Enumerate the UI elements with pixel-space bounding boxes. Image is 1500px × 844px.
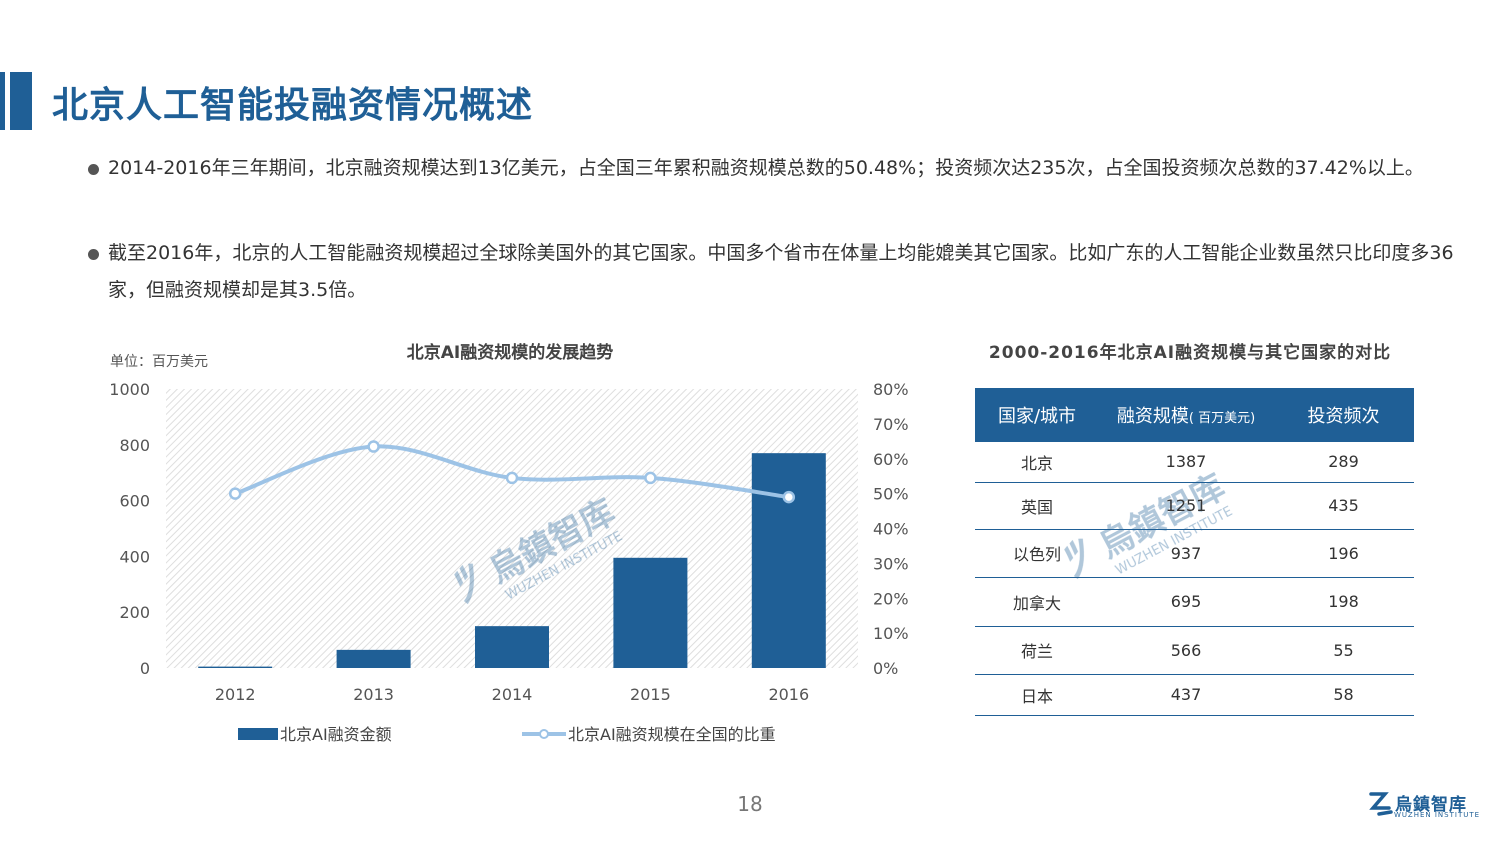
y-right-tick-label: 10% xyxy=(873,624,909,643)
header-financing-label: 融资规模 xyxy=(1116,406,1189,427)
table-header-row: 国家/城市 融资规模( 百万美元) 投资频次 xyxy=(975,388,1414,442)
footer-logo-icon xyxy=(1369,792,1393,816)
cell-frequency: 58 xyxy=(1273,674,1414,716)
bar xyxy=(336,649,411,668)
header-frequency: 投资频次 xyxy=(1273,388,1414,442)
cell-frequency: 196 xyxy=(1273,529,1414,578)
legend-bar-label: 北京AI融资金额 xyxy=(280,725,392,744)
table-row: 加拿大 695 198 xyxy=(975,577,1414,627)
legend-line-marker xyxy=(539,729,549,739)
cell-financing: 1251 xyxy=(1099,482,1273,530)
bullet-dot-icon xyxy=(88,164,99,175)
table-row: 英国 1251 435 xyxy=(975,482,1414,530)
bullet-text-2: 截至2016年，北京的人工智能融资规模超过全球除美国外的其它国家。中国多个省市在… xyxy=(108,242,1454,301)
chart-unit-label: 单位：百万美元 xyxy=(110,354,208,370)
y-right-tick-label: 80% xyxy=(873,380,909,399)
y-left-tick-label: 600 xyxy=(119,492,150,511)
y-left-tick-label: 0 xyxy=(140,659,150,678)
footer-logo-sub: WUZHEN INSTITUTE xyxy=(1394,811,1481,819)
x-tick-label: 2014 xyxy=(492,685,533,704)
cell-country: 加拿大 xyxy=(975,577,1099,627)
cell-country: 日本 xyxy=(975,674,1099,716)
legend-line-label: 北京AI融资规模在全国的比重 xyxy=(568,725,776,744)
bar xyxy=(198,666,273,668)
y-left-tick-label: 800 xyxy=(119,436,150,455)
cell-financing: 566 xyxy=(1099,626,1273,675)
bar xyxy=(751,453,826,668)
bar xyxy=(475,626,549,668)
header-financing: 融资规模( 百万美元) xyxy=(1099,388,1273,442)
title-accent-bar xyxy=(0,72,32,130)
line-point xyxy=(228,487,242,500)
cell-country: 以色列 xyxy=(975,529,1099,578)
x-tick-label: 2015 xyxy=(630,685,671,704)
y-right-tick-label: 40% xyxy=(873,520,909,539)
table-row: 以色列 937 196 xyxy=(975,529,1414,578)
plot-area xyxy=(166,389,858,668)
cell-financing: 437 xyxy=(1099,674,1273,716)
y-right-tick-label: 70% xyxy=(873,415,909,434)
bullet-item-1: 2014-2016年三年期间，北京融资规模达到13亿美元，占全国三年累积融资规模… xyxy=(88,150,1458,187)
y-left-tick-label: 200 xyxy=(119,603,150,622)
y-left-tick-label: 400 xyxy=(119,547,150,566)
y-right-tick-label: 20% xyxy=(873,589,909,608)
table-row: 日本 437 58 xyxy=(975,674,1414,716)
page-title: 北京人工智能投融资情况概述 xyxy=(52,85,534,126)
page-number: 18 xyxy=(737,792,763,816)
y-left-tick-label: 1000 xyxy=(109,380,150,399)
chart-title: 北京AI融资规模的发展趋势 xyxy=(406,343,614,363)
x-tick-label: 2016 xyxy=(768,685,809,704)
bar xyxy=(613,557,688,668)
bullet-dot-icon xyxy=(88,249,99,260)
cell-frequency: 289 xyxy=(1273,442,1414,483)
y-right-tick-label: 30% xyxy=(873,554,909,573)
cell-financing: 695 xyxy=(1099,577,1273,627)
bullet-text-1: 2014-2016年三年期间，北京融资规模达到13亿美元，占全国三年累积融资规模… xyxy=(108,157,1424,179)
legend-bar-swatch xyxy=(238,728,278,740)
y-right-tick-label: 0% xyxy=(873,659,898,678)
cell-frequency: 435 xyxy=(1273,482,1414,530)
cell-frequency: 198 xyxy=(1273,577,1414,627)
table-title: 2000-2016年北京AI融资规模与其它国家的对比 xyxy=(988,343,1392,363)
footer-logo-text: 烏鎮智库 xyxy=(1395,795,1467,815)
header-financing-unit: ( 百万美元) xyxy=(1188,411,1256,426)
cell-country: 英国 xyxy=(975,482,1099,530)
x-tick-label: 2012 xyxy=(215,685,256,704)
line-point xyxy=(505,471,519,485)
cell-country: 荷兰 xyxy=(975,626,1099,675)
y-right-tick-label: 50% xyxy=(873,485,909,504)
cell-financing: 937 xyxy=(1099,529,1273,578)
comparison-table: 国家/城市 融资规模( 百万美元) 投资频次 北京 1387 289 英国 1251 4… xyxy=(975,388,1414,716)
line-point xyxy=(782,490,796,504)
cell-frequency: 55 xyxy=(1273,626,1414,675)
table-row: 荷兰 566 55 xyxy=(975,626,1414,675)
y-right-tick-label: 60% xyxy=(873,450,909,469)
x-tick-label: 2013 xyxy=(353,685,394,704)
cell-financing: 1387 xyxy=(1099,442,1273,483)
bullet-item-2: 截至2016年，北京的人工智能融资规模超过全球除美国外的其它国家。中国多个省市在… xyxy=(88,235,1458,309)
line-point xyxy=(644,471,657,485)
header-country: 国家/城市 xyxy=(975,388,1099,442)
table-row: 北京 1387 289 xyxy=(975,442,1414,483)
line-point xyxy=(367,440,380,453)
cell-country: 北京 xyxy=(975,442,1099,483)
